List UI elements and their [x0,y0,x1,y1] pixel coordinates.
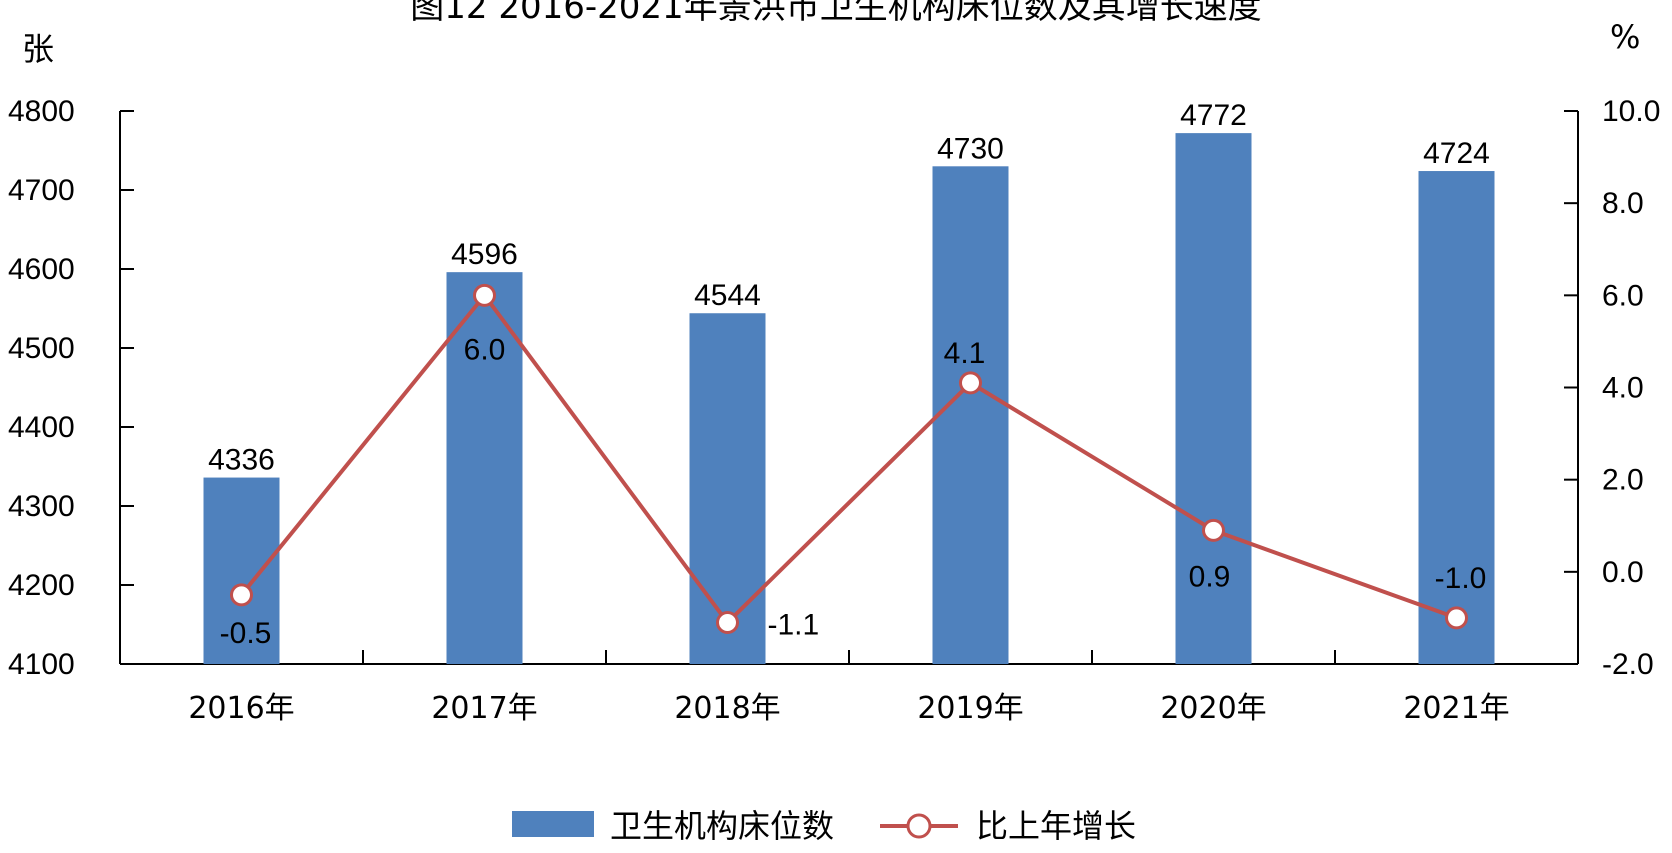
growth-data-label: 0.9 [1189,560,1231,593]
bar-data-label: 4772 [1180,99,1247,132]
bar [1418,171,1495,665]
right-axis-tick-label: 2.0 [1602,464,1644,497]
left-axis-unit: 张 [22,30,54,68]
growth-data-label: 6.0 [464,333,506,366]
left-axis-tick-label: 4500 [8,332,75,365]
growth-point-marker [1445,606,1468,630]
left-axis-tick-label: 4400 [8,411,75,444]
left-axis-tick-label: 4700 [8,174,75,207]
growth-data-label: -1.0 [1435,562,1487,595]
plot-area: 4100 4200 4300 4400 4500 4600 4700 4800 -2.0 0.0 2… [8,95,1660,726]
bar-data-label: 4596 [451,238,518,271]
growth-data-label: -0.5 [220,617,272,650]
legend-bar-swatch [512,811,594,837]
bar-data-label: 4544 [694,279,761,312]
bar [203,477,280,664]
right-axis-unit: % [1610,18,1640,56]
left-axis-tick-label: 4600 [8,253,75,286]
x-axis-category-label: 2017年 [431,691,537,726]
bar [446,272,523,664]
left-axis-tick-label: 4800 [8,95,75,128]
legend-line-marker [906,813,932,839]
growth-data-label: -1.1 [768,609,820,642]
left-axis-tick-label: 4100 [8,648,75,681]
growth-point-marker [230,583,253,607]
x-axis-category-label: 2021年 [1403,691,1509,726]
right-axis-tick-label: 0.0 [1602,556,1644,589]
bar-data-label: 4730 [937,132,1004,165]
growth-point-marker [1202,518,1225,542]
right-axis-tick-label: 4.0 [1602,372,1644,405]
x-axis-category-label: 2018年 [674,691,780,726]
legend-bar-label: 卫生机构床位数 [610,807,834,845]
x-axis-category-label: 2020年 [1160,691,1266,726]
x-axis-category-label: 2016年 [188,691,294,726]
bar [689,313,766,664]
growth-point-marker [716,611,739,635]
right-axis-tick-label: 6.0 [1602,279,1644,312]
bar-data-label: 4336 [208,444,275,477]
growth-data-label: 4.1 [944,337,986,370]
left-axis-tick-label: 4300 [8,490,75,523]
growth-point-marker [473,283,496,307]
bar [932,166,1009,665]
x-axis-category-label: 2019年 [917,691,1023,726]
growth-point-marker [959,371,982,395]
right-axis-tick-label: 8.0 [1602,187,1644,220]
chart-title: 图12 2016-2021年景洪市卫生机构床位数及其增长速度 [410,0,1261,27]
legend-line-label: 比上年增长 [976,807,1136,845]
bar [1175,133,1252,664]
right-axis-tick-label: 10.0 [1602,95,1660,128]
right-axis-tick-label: -2.0 [1602,648,1654,681]
bar-data-label: 4724 [1423,137,1490,170]
left-axis-tick-label: 4200 [8,569,75,602]
growth-line [239,293,1458,625]
legend: 卫生机构床位数 比上年增长 [512,807,1136,845]
